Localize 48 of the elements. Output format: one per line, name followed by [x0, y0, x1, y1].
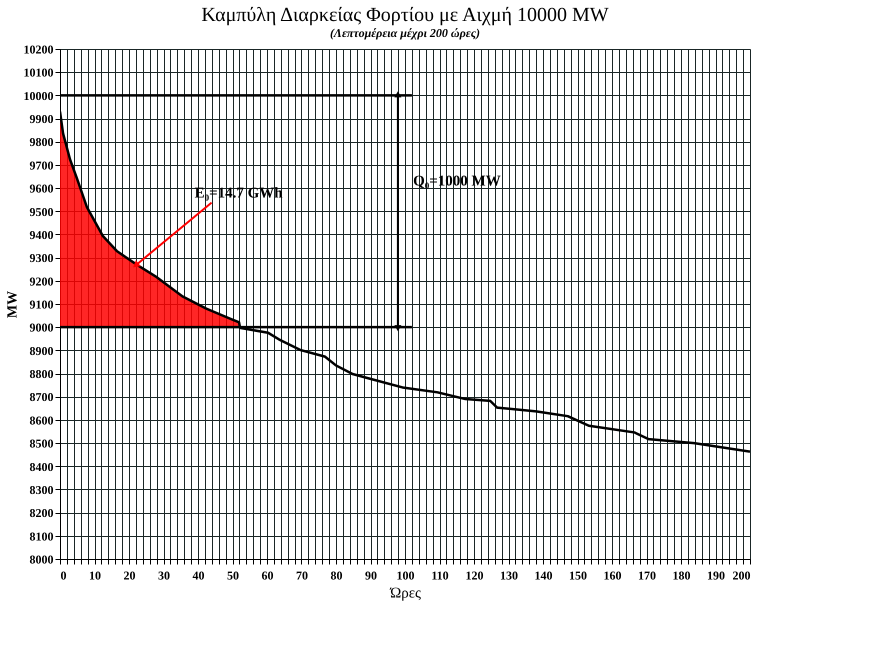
y-tick-label: 9900: [30, 112, 54, 126]
x-tick-label: 30: [158, 568, 170, 582]
x-tick-label: 120: [466, 568, 484, 582]
y-tick-label: 9100: [30, 298, 54, 312]
x-tick-label: 10: [89, 568, 101, 582]
y-tick-label: 9300: [30, 251, 54, 266]
x-tick-label: 190: [707, 568, 725, 582]
y-tick-label: 8900: [30, 344, 54, 358]
y-tick-label: 8400: [30, 460, 54, 474]
x-tick-label: 50: [227, 568, 239, 582]
x-tick-label: 170: [638, 568, 656, 582]
x-tick-label: 20: [124, 568, 136, 582]
x-axis-title: Ώρες: [389, 586, 421, 602]
x-tick-label: 100: [396, 568, 414, 582]
y-tick-label: 8500: [30, 436, 54, 451]
x-tick-label: 180: [672, 568, 690, 582]
chart-subtitle: (Λεπτομέρεια μέχρι 200 ώρες): [330, 26, 480, 40]
x-tick-label: 60: [262, 568, 274, 582]
y-tick-label: 9200: [30, 274, 54, 288]
y-tick-label: 8600: [30, 413, 54, 428]
y-tick-label: 10200: [24, 42, 54, 56]
x-tick-label: 90: [365, 568, 377, 582]
x-tick-label: 40: [192, 568, 204, 582]
x-tick-label: 0: [60, 568, 66, 582]
y-tick-label: 8800: [30, 367, 54, 382]
y-tick-label: 9700: [30, 158, 54, 172]
x-tick-label: 150: [569, 568, 587, 582]
x-tick-label: 70: [296, 568, 308, 582]
chart-title: Καμπύλη Διαρκείας Φορτίου με Αιχμή 10000 MW: [201, 4, 609, 26]
y-tick-label: 8200: [30, 506, 54, 520]
y-tick-label: 9600: [30, 182, 54, 196]
x-tick-label: 80: [330, 568, 342, 582]
y-tick-label: 9800: [30, 135, 54, 150]
y-tick-label: 10100: [24, 66, 54, 80]
y-tick-label: 9400: [30, 228, 54, 242]
y-tick-label: 9500: [30, 204, 54, 219]
x-tick-label: 140: [534, 568, 552, 582]
y-axis-title: MW: [6, 290, 20, 318]
x-tick-label: 130: [500, 568, 518, 582]
y-tick-label: 8000: [30, 552, 54, 566]
x-tick-label: 160: [604, 568, 622, 582]
y-tick-label: 8700: [30, 390, 54, 404]
y-tick-label: 10000: [24, 88, 54, 103]
y-tick-label: 8300: [30, 482, 54, 497]
y-tick-label: 9000: [30, 320, 54, 335]
x-tick-label: 200: [732, 568, 750, 582]
y-tick-label: 8100: [30, 529, 54, 544]
x-tick-label: 110: [431, 568, 449, 582]
